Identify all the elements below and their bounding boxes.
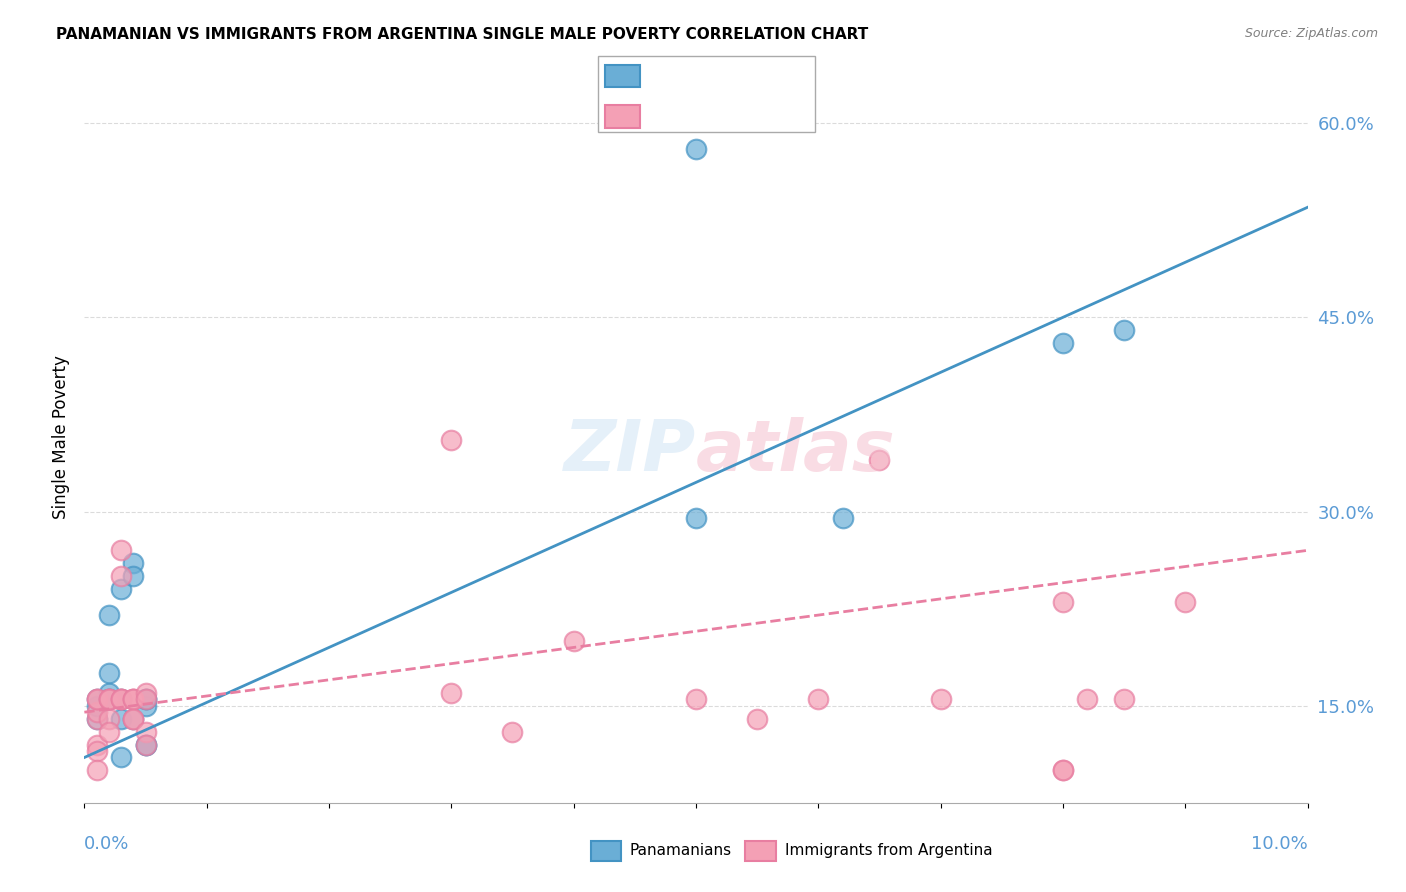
Point [1114,692,1136,706]
Text: N =: N = [724,67,776,85]
Text: Panamanians: Panamanians [630,844,733,858]
Point [97,692,120,706]
Y-axis label: Single Male Poverty: Single Male Poverty [52,355,70,519]
Text: 0.0%: 0.0% [84,835,129,853]
Point [135,738,157,752]
Point [97,666,120,681]
Point [685,692,707,706]
Point [110,569,132,583]
Point [122,712,145,726]
Point [807,692,830,706]
Point [502,724,524,739]
Point [86,692,108,706]
Point [97,692,120,706]
Point [135,738,157,752]
Point [685,511,707,525]
Point [86,705,108,719]
Point [1052,764,1074,778]
Point [440,434,463,448]
Text: N =: N = [724,107,776,125]
Text: 25: 25 [762,67,787,85]
Point [831,511,853,525]
Text: Source: ZipAtlas.com: Source: ZipAtlas.com [1244,27,1378,40]
Point [97,686,120,700]
Point [122,692,145,706]
Point [110,692,132,706]
Point [97,724,120,739]
Text: 0.758: 0.758 [675,67,733,85]
Point [1114,323,1136,337]
Point [97,608,120,623]
Point [86,712,108,726]
Text: ZIP: ZIP [564,417,696,486]
Point [122,569,145,583]
Text: atlas: atlas [696,417,896,486]
Point [135,686,157,700]
Point [86,698,108,713]
Text: 0.232: 0.232 [675,107,731,125]
Point [135,698,157,713]
Point [110,692,132,706]
Point [86,692,108,706]
Point [122,557,145,571]
Point [110,582,132,597]
Point [122,692,145,706]
Text: Immigrants from Argentina: Immigrants from Argentina [785,844,993,858]
Point [86,744,108,758]
Point [97,692,120,706]
Text: R =: R = [647,67,686,85]
Text: 41: 41 [762,107,787,125]
Point [86,738,108,752]
Point [122,712,145,726]
Point [110,692,132,706]
Point [122,692,145,706]
Point [135,738,157,752]
Point [97,692,120,706]
Point [929,692,952,706]
Point [135,724,157,739]
Point [86,692,108,706]
Point [135,692,157,706]
Point [440,686,463,700]
Text: 10.0%: 10.0% [1251,835,1308,853]
Point [110,712,132,726]
Point [1174,595,1197,609]
Point [135,692,157,706]
Point [110,543,132,558]
Text: PANAMANIAN VS IMMIGRANTS FROM ARGENTINA SINGLE MALE POVERTY CORRELATION CHART: PANAMANIAN VS IMMIGRANTS FROM ARGENTINA … [56,27,869,42]
Point [685,142,707,156]
Point [86,764,108,778]
Point [86,712,108,726]
Point [122,712,145,726]
Point [97,692,120,706]
Point [1052,764,1074,778]
Point [1052,595,1074,609]
Text: R =: R = [647,107,686,125]
Point [110,692,132,706]
Point [1052,336,1074,351]
Point [1076,692,1098,706]
Point [747,712,769,726]
Point [135,692,157,706]
Point [869,452,891,467]
Point [562,634,585,648]
Point [110,750,132,764]
Point [97,712,120,726]
